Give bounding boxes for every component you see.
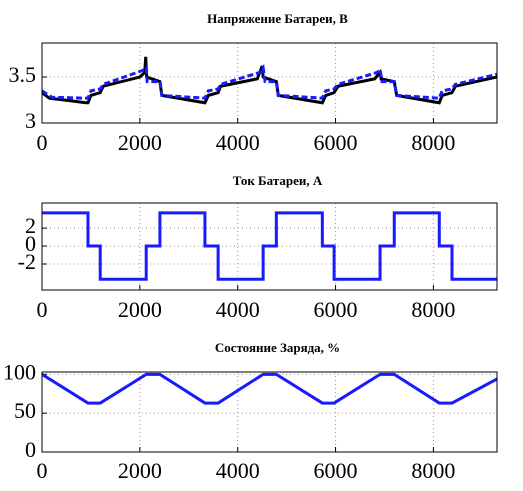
axes-frame — [41, 202, 498, 291]
y-tick-label: 3 — [25, 108, 36, 133]
x-tick-label: 2000 — [118, 297, 162, 322]
x-tick-label: 2000 — [118, 130, 162, 155]
x-tick-label: 6000 — [314, 130, 358, 155]
x-tick-label: 6000 — [314, 458, 358, 483]
x-tick-label: 8000 — [411, 130, 455, 155]
axes-frame — [41, 42, 498, 124]
y-tick-label: 2 — [25, 213, 36, 238]
series-line — [42, 64, 497, 100]
x-tick-label: 0 — [37, 297, 48, 322]
series-line — [42, 211, 497, 281]
y-tick-label: 3.5 — [9, 62, 37, 87]
y-tick-label: -2 — [18, 249, 36, 274]
y-tick-label: 50 — [14, 398, 36, 423]
chart-title: Состояние Заряда, % — [215, 340, 340, 355]
chart-title: Напряжение Батареи, В — [207, 11, 348, 26]
series-line — [42, 372, 497, 405]
x-tick-label: 4000 — [216, 458, 260, 483]
x-tick-label: 8000 — [411, 297, 455, 322]
x-tick-label: 4000 — [216, 130, 260, 155]
y-tick-label: 0 — [25, 231, 36, 256]
axes-frame — [41, 371, 498, 453]
x-tick-label: 6000 — [314, 297, 358, 322]
x-tick-label: 4000 — [216, 297, 260, 322]
y-tick-label: 0 — [25, 437, 36, 462]
chart-title: Ток Батареи, А — [233, 173, 323, 188]
y-tick-label: 100 — [3, 359, 36, 384]
x-tick-label: 2000 — [118, 458, 162, 483]
x-tick-label: 0 — [37, 458, 48, 483]
x-tick-label: 0 — [37, 130, 48, 155]
plot-area — [42, 372, 497, 452]
x-tick-label: 8000 — [411, 458, 455, 483]
